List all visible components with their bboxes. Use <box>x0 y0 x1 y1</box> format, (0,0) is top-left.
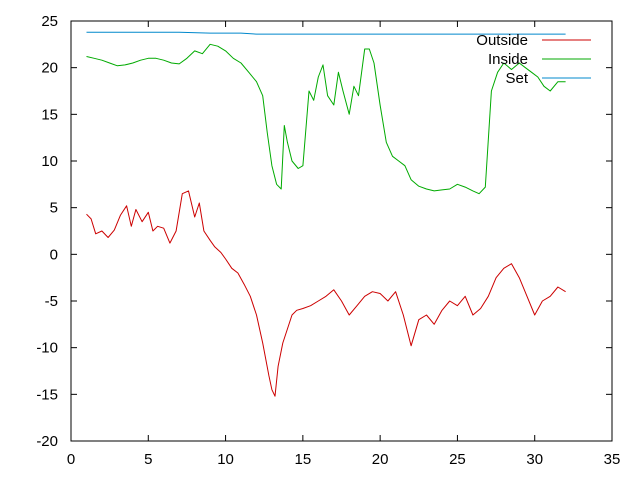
y-tick-label: 0 <box>50 246 58 263</box>
y-tick-label: 25 <box>41 13 58 30</box>
y-tick-label: -20 <box>36 433 58 450</box>
x-tick-label: 30 <box>526 451 543 468</box>
x-tick-label: 15 <box>295 451 312 468</box>
y-tick-label: -15 <box>36 386 58 403</box>
series-line-inside <box>86 43 566 195</box>
legend-label-outside: Outside <box>476 32 528 49</box>
x-tick-label: 20 <box>372 451 389 468</box>
x-tick-label: 35 <box>604 451 621 468</box>
x-tick-label: 5 <box>144 451 152 468</box>
series-line-set <box>86 31 566 35</box>
legend: Outside Inside Set <box>476 32 591 87</box>
y-tick-label: -5 <box>45 293 58 310</box>
axis-ticks: 0 5 10 15 20 25 30 35 -20 -15 -10 -5 0 5 10 15 20 25 <box>36 13 620 468</box>
x-tick-label: 10 <box>217 451 234 468</box>
series-layer <box>86 31 566 397</box>
y-tick-label: 10 <box>41 153 58 170</box>
plot-frame <box>70 20 613 442</box>
y-tick-label: 20 <box>41 60 58 77</box>
y-tick-label: 15 <box>41 106 58 123</box>
y-tick-label: 5 <box>50 200 58 217</box>
series-line-outside <box>86 190 566 397</box>
y-tick-label: -10 <box>36 340 58 357</box>
legend-label-set: Set <box>505 70 528 87</box>
x-tick-label: 25 <box>449 451 466 468</box>
legend-label-inside: Inside <box>488 51 528 68</box>
x-tick-label: 0 <box>67 451 75 468</box>
